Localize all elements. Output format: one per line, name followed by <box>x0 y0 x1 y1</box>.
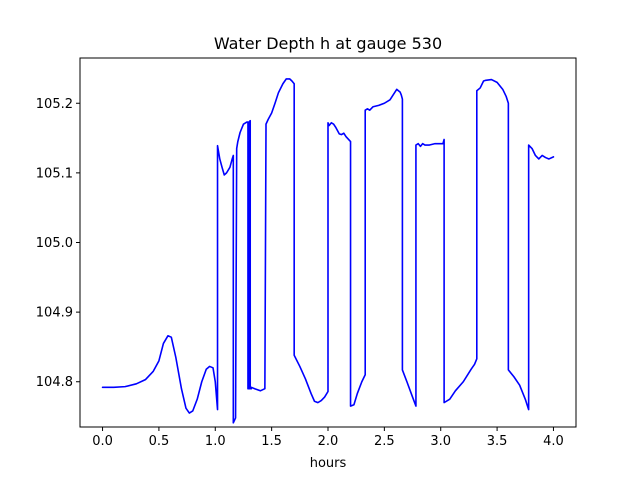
x-tick-label: 0.0 <box>92 434 113 449</box>
y-tick-label: 104.9 <box>36 306 73 321</box>
x-tick-label: 1.5 <box>261 434 282 449</box>
x-tick-label: 1.0 <box>205 434 226 449</box>
x-tick-label: 3.0 <box>430 434 451 449</box>
plot-area: 0.0 0.5 1.0 1.5 2.0 2.5 3.0 3.5 4.0 104.8 104.9 105… <box>36 57 577 449</box>
x-tick-label: 2.0 <box>318 434 339 449</box>
series-line-1 <box>101 78 555 424</box>
x-tick-label: 0.5 <box>149 434 170 449</box>
chart-title: Water Depth h at gauge 530 <box>214 34 442 53</box>
y-tick-label: 105.1 <box>36 166 73 181</box>
x-tick-label: 4.0 <box>543 434 564 449</box>
y-tick-label: 104.8 <box>36 375 73 390</box>
x-axis-label: hours <box>310 456 347 471</box>
x-tick-label: 2.5 <box>374 434 395 449</box>
y-tick-label: 105.2 <box>36 97 73 112</box>
x-tick-label: 3.5 <box>487 434 508 449</box>
y-tick-label: 105.0 <box>36 236 73 251</box>
